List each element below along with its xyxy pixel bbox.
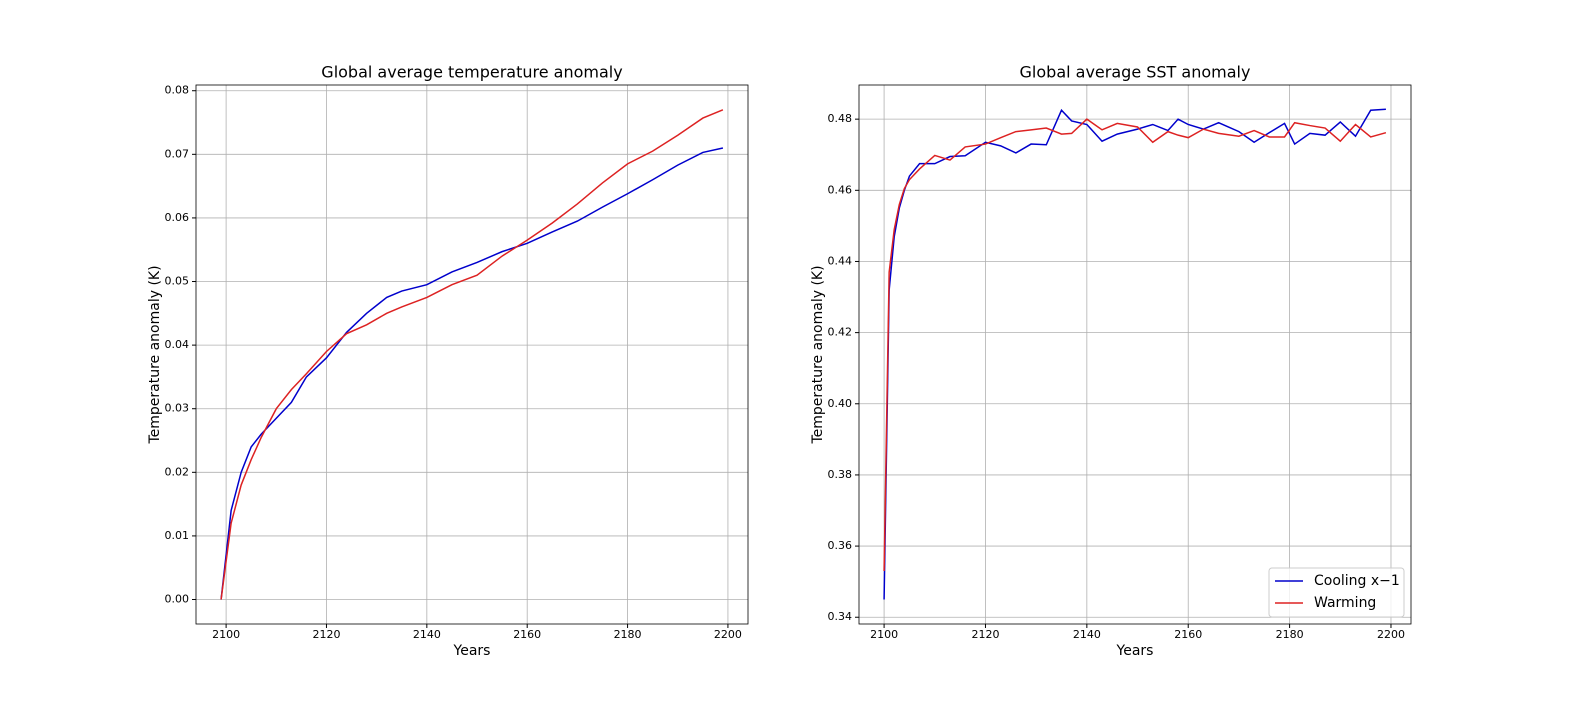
x-axis-label: Years bbox=[1116, 643, 1154, 659]
y-tick-label: 0.01 bbox=[165, 529, 190, 542]
y-tick-label: 0.36 bbox=[828, 539, 853, 552]
y-tick-label: 0.03 bbox=[165, 402, 190, 415]
x-tick-label: 2200 bbox=[1377, 628, 1405, 641]
line-series bbox=[220, 109, 724, 600]
legend-label: Cooling x−1 bbox=[1314, 573, 1400, 589]
x-tick-label: 2140 bbox=[1073, 628, 1101, 641]
y-tick-label: 0.44 bbox=[828, 254, 853, 267]
y-tick-label: 0.48 bbox=[828, 112, 853, 125]
y-tick-label: 0.06 bbox=[165, 211, 190, 224]
y-tick-label: 0.07 bbox=[165, 147, 190, 160]
x-tick-label: 2160 bbox=[513, 628, 541, 641]
x-tick-label: 2120 bbox=[971, 628, 999, 641]
y-tick-label: 0.40 bbox=[828, 397, 853, 410]
legend-label: Warming bbox=[1314, 595, 1376, 611]
y-tick-label: 0.08 bbox=[165, 84, 190, 97]
y-tick-label: 0.00 bbox=[165, 593, 190, 606]
y-axis-label: Temperature anomaly (K) bbox=[147, 265, 163, 444]
y-tick-label: 0.42 bbox=[828, 326, 853, 339]
x-tick-label: 2120 bbox=[312, 628, 340, 641]
x-tick-label: 2160 bbox=[1174, 628, 1202, 641]
x-tick-label: 2180 bbox=[1276, 628, 1304, 641]
y-tick-label: 0.04 bbox=[165, 338, 190, 351]
line-series bbox=[883, 118, 1387, 572]
x-axis-label: Years bbox=[453, 643, 491, 659]
x-tick-label: 2100 bbox=[870, 628, 898, 641]
y-tick-label: 0.34 bbox=[828, 610, 853, 623]
x-tick-label: 2180 bbox=[614, 628, 642, 641]
y-tick-label: 0.38 bbox=[828, 468, 853, 481]
x-tick-label: 2140 bbox=[413, 628, 441, 641]
axes-frame bbox=[195, 84, 749, 625]
chart-title: Global average SST anomaly bbox=[1020, 63, 1251, 82]
x-tick-label: 2200 bbox=[714, 628, 742, 641]
axes-frame bbox=[858, 84, 1412, 625]
y-tick-label: 0.05 bbox=[165, 275, 190, 288]
y-axis-label: Temperature anomaly (K) bbox=[810, 265, 826, 444]
x-tick-label: 2100 bbox=[212, 628, 240, 641]
line-series bbox=[220, 147, 724, 600]
chart-title: Global average temperature anomaly bbox=[321, 63, 622, 82]
y-tick-label: 0.46 bbox=[828, 183, 853, 196]
y-tick-label: 0.02 bbox=[165, 465, 190, 478]
line-series bbox=[883, 108, 1386, 600]
